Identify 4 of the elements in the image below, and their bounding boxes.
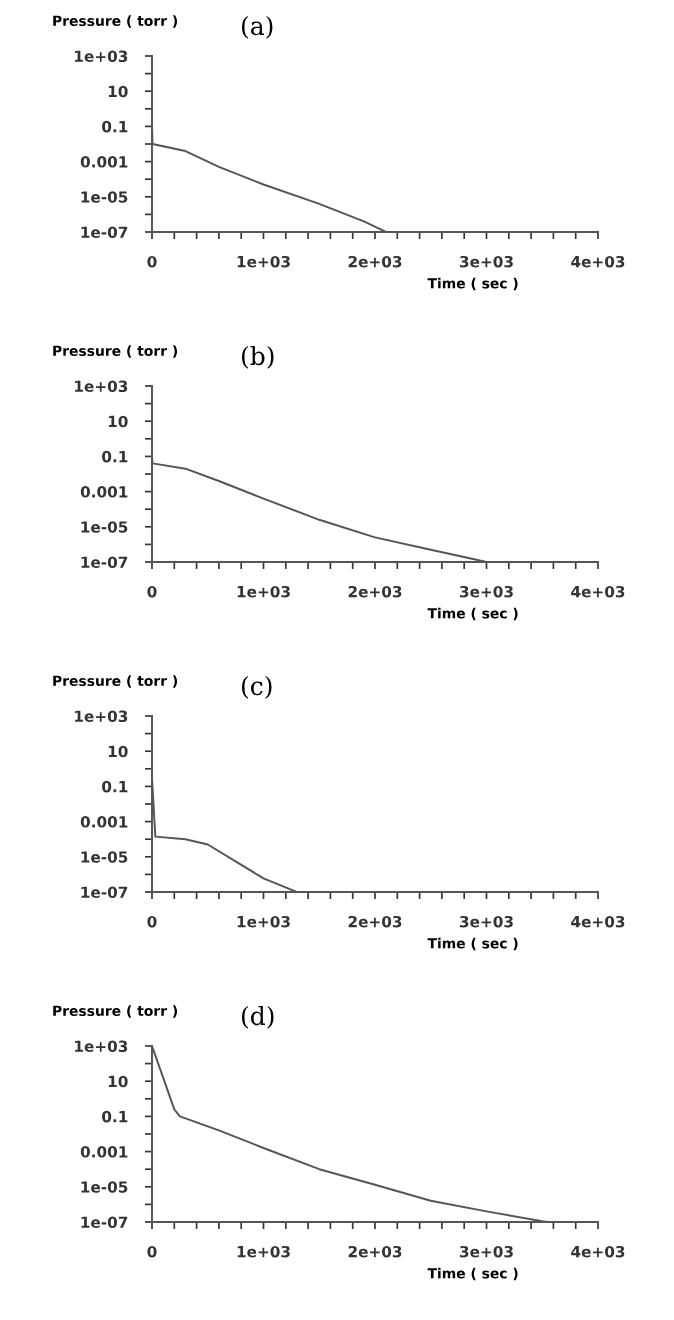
chart-title: (d) xyxy=(241,1005,274,1029)
chart-title: (a) xyxy=(241,15,273,39)
chart-title: (b) xyxy=(241,345,274,369)
chart-title: (c) xyxy=(241,675,272,699)
